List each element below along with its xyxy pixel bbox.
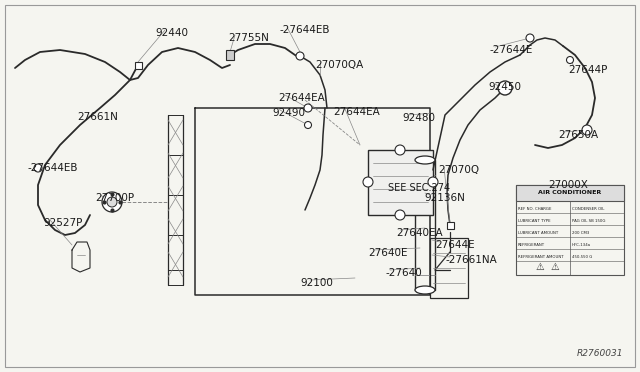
Text: 27640E: 27640E — [368, 248, 408, 258]
Text: 92480: 92480 — [402, 113, 435, 123]
Text: REFRIGERANT: REFRIGERANT — [518, 243, 545, 247]
Text: AIR CONDITIONER: AIR CONDITIONER — [538, 190, 602, 196]
Text: 27644EA: 27644EA — [333, 107, 380, 117]
Circle shape — [304, 104, 312, 112]
Text: 92100: 92100 — [300, 278, 333, 288]
Text: R2760031: R2760031 — [577, 349, 623, 358]
Circle shape — [305, 122, 312, 128]
Ellipse shape — [415, 286, 435, 294]
Bar — [368, 150, 433, 215]
Text: 27000X: 27000X — [548, 180, 588, 190]
Bar — [447, 221, 454, 228]
Circle shape — [34, 164, 42, 172]
Text: -27644EB: -27644EB — [27, 163, 77, 173]
Text: 92527P: 92527P — [43, 218, 83, 228]
Circle shape — [498, 81, 512, 95]
Text: REF NO. CHARGE: REF NO. CHARGE — [518, 207, 552, 211]
Text: -27644E: -27644E — [489, 45, 532, 55]
Circle shape — [526, 34, 534, 42]
Text: ⚠  ⚠: ⚠ ⚠ — [536, 262, 560, 272]
Text: REFRIGERANT AMOUNT: REFRIGERANT AMOUNT — [518, 255, 564, 259]
Bar — [134, 61, 141, 68]
Text: 27650A: 27650A — [558, 130, 598, 140]
Circle shape — [395, 145, 405, 155]
Ellipse shape — [415, 156, 435, 164]
Bar — [516, 185, 624, 201]
Circle shape — [107, 197, 117, 207]
Text: 27070Q: 27070Q — [438, 165, 479, 175]
Text: 200 CM3: 200 CM3 — [572, 231, 589, 235]
Text: 92450: 92450 — [488, 82, 521, 92]
Text: 27070QA: 27070QA — [315, 60, 364, 70]
Text: 92490: 92490 — [272, 108, 305, 118]
Text: 92136N: 92136N — [424, 193, 465, 203]
Text: 27640EA: 27640EA — [396, 228, 443, 238]
Text: SEE SEC.274: SEE SEC.274 — [388, 183, 450, 193]
Circle shape — [296, 52, 304, 60]
Text: -27640: -27640 — [385, 268, 422, 278]
Text: 450-550 G: 450-550 G — [572, 255, 593, 259]
Text: 27644E: 27644E — [435, 240, 475, 250]
Text: HFC-134a: HFC-134a — [572, 243, 591, 247]
Text: -27661NA: -27661NA — [446, 255, 498, 265]
Text: 27700P: 27700P — [95, 193, 134, 203]
Circle shape — [395, 210, 405, 220]
Text: -27644EB: -27644EB — [280, 25, 330, 35]
Circle shape — [363, 177, 373, 187]
Circle shape — [428, 177, 438, 187]
Bar — [226, 50, 234, 60]
Circle shape — [102, 192, 122, 212]
Text: LUBRICANT TYPE: LUBRICANT TYPE — [518, 219, 550, 223]
Text: CONDENSER OIL: CONDENSER OIL — [572, 207, 604, 211]
Text: LUBRICANT AMOUNT: LUBRICANT AMOUNT — [518, 231, 558, 235]
Circle shape — [582, 125, 592, 135]
Text: 92440: 92440 — [155, 28, 188, 38]
Text: 27661N: 27661N — [77, 112, 118, 122]
Text: 27644P: 27644P — [568, 65, 607, 75]
Text: 27755N: 27755N — [228, 33, 269, 43]
Circle shape — [566, 57, 573, 64]
Bar — [516, 185, 624, 275]
Text: PAG OIL SB 150G: PAG OIL SB 150G — [572, 219, 605, 223]
Bar — [430, 238, 468, 298]
Text: 27644EA: 27644EA — [278, 93, 324, 103]
